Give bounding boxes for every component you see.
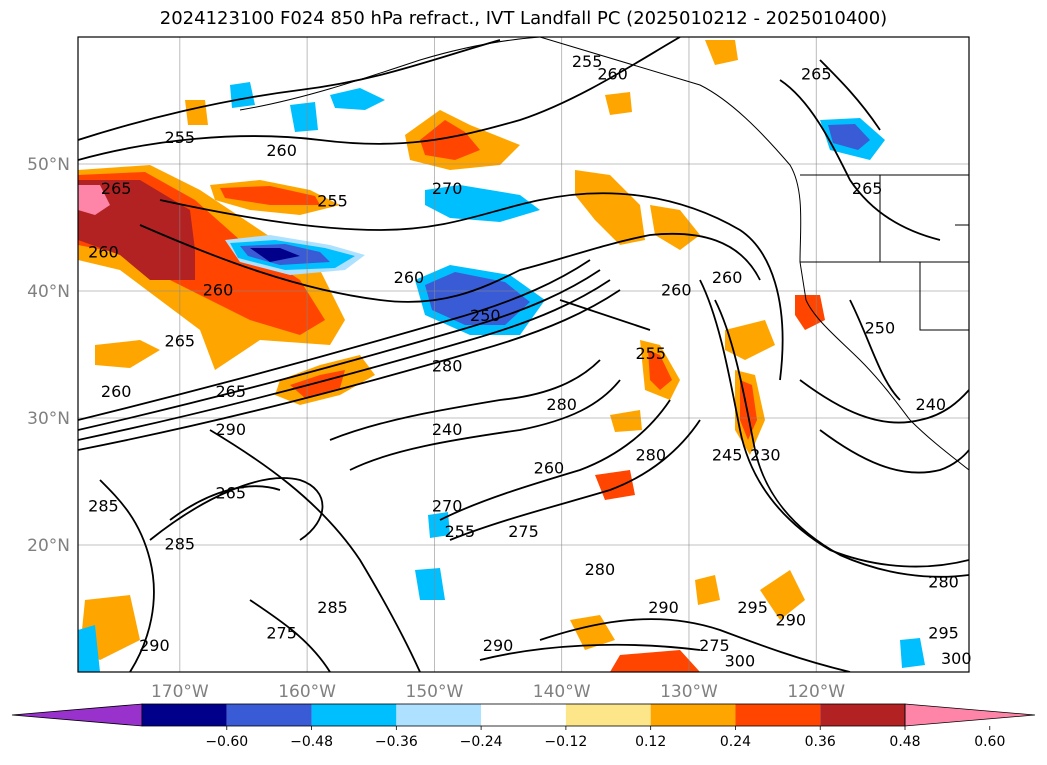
contour-label: 260 [661,281,692,300]
contour-label: 295 [928,623,959,642]
colorbar-tick-label: −0.48 [290,734,333,750]
lat-tick-label: 30°N [27,409,70,429]
colorbar-segment [142,704,227,726]
colorbar-outline [141,703,906,727]
contour-label: 270 [432,179,463,198]
colorbar-tick-label: −0.12 [544,734,587,750]
lon-tick-label: 130°W [660,682,718,702]
contour-label: 290 [776,611,807,630]
contour-lines [78,37,969,672]
contour-label: 240 [432,420,463,439]
contour-label: 260 [101,382,132,401]
contour-label: 280 [928,573,959,592]
colorbar-tick-label: −0.24 [460,734,503,750]
colorbar-extend-min [11,703,143,727]
map-title: 2024123100 F024 850 hPa refract., IVT La… [159,8,888,29]
contour-label: 265 [165,331,196,350]
contour-label: 260 [597,65,628,84]
contour-label: 230 [750,446,781,465]
colorbar-segment [650,704,736,726]
contour-label: 260 [534,458,565,477]
map-gridlines [78,37,969,672]
contour-label: 260 [203,281,234,300]
contour-label: 265 [215,484,246,503]
colorbar-tick-label: 0.12 [635,734,666,750]
contour-label: 250 [865,319,896,338]
colorbar-tick-label: 0.60 [974,734,1005,750]
colorbar-tick-label: −0.60 [205,734,248,750]
colorbar-segment [311,704,397,726]
contour-label: 290 [215,420,246,439]
colorbar: −0.60 −0.48 −0.36 −0.24 −0.12 0.12 0.24 0.36 0.4… [11,703,1036,750]
shaded-anomaly-field [78,40,925,672]
contour-label: 255 [636,344,667,363]
contour-label: 290 [648,598,679,617]
contour-label: 265 [101,179,132,198]
lat-tick-label: 40°N [27,282,70,302]
contour-label: 245 [712,446,743,465]
contour-label: 265 [215,382,246,401]
latitude-tick-labels: 20°N 30°N 40°N 50°N [27,155,70,556]
lon-tick-label: 160°W [278,682,336,702]
contour-label: 240 [916,395,947,414]
contour-label: 285 [165,535,196,554]
lat-tick-label: 20°N [27,536,70,556]
map-frame [77,36,970,673]
colorbar-extend-max [904,703,1036,727]
contour-label: 290 [139,636,170,655]
colorbar-segment [396,704,482,726]
contour-label: 280 [432,357,463,376]
contour-label: 260 [712,268,743,287]
contour-label: 255 [572,52,603,71]
contour-label: 275 [508,522,539,541]
lon-tick-label: 140°W [533,682,591,702]
colorbar-segment [820,704,905,726]
colorbar-segment [735,704,821,726]
contour-label: 270 [432,496,463,515]
contour-label: 300 [725,651,756,670]
colorbar-tick-label: −0.36 [375,734,418,750]
contour-label: 275 [699,636,730,655]
contour-label: 275 [266,623,297,642]
coastline [239,37,969,471]
colorbar-segment [481,704,566,726]
lon-tick-label: 170°W [151,682,209,702]
contour-label: 285 [88,496,119,515]
lon-tick-label: 150°W [406,682,464,702]
contour-label: 260 [266,141,297,160]
colorbar-segment [565,704,651,726]
contour-label: 260 [88,242,119,261]
contour-label: 280 [585,560,616,579]
contour-label: 290 [483,636,514,655]
longitude-tick-labels: 170°W 160°W 150°W 140°W 130°W 120°W [151,682,845,702]
contour-label: 280 [546,395,577,414]
contour-label: 265 [801,65,832,84]
contour-label: 300 [941,649,972,668]
contour-label: 265 [852,179,883,198]
contour-label: 255 [317,192,348,211]
colorbar-tick-label: 0.36 [805,734,836,750]
contour-label: 250 [470,306,501,325]
contour-label: 280 [636,446,667,465]
contour-label: 285 [317,598,348,617]
contour-label: 255 [165,128,196,147]
colorbar-tick-label: 0.24 [720,734,751,750]
contour-label: 255 [445,522,476,541]
colorbar-segment [226,704,312,726]
contour-label: 260 [394,268,425,287]
contour-label: 295 [737,598,768,617]
lat-tick-label: 50°N [27,155,70,175]
colorbar-tick-label: 0.48 [889,734,920,750]
lon-tick-label: 120°W [787,682,845,702]
